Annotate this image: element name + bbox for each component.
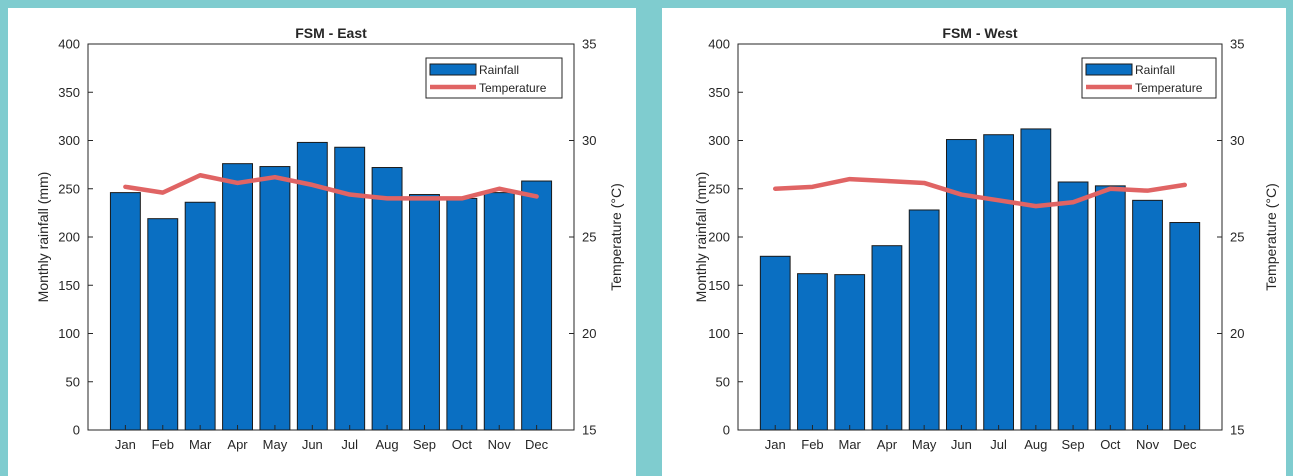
left-axis-tick-label: 100 [708, 326, 730, 341]
legend-rainfall-label: Rainfall [1135, 63, 1175, 77]
legend-rainfall-label: Rainfall [479, 63, 519, 77]
x-axis-tick-label-dec: Dec [525, 437, 549, 452]
left-axis-tick-label: 100 [58, 326, 80, 341]
x-axis-tick-label-nov: Nov [1136, 437, 1160, 452]
x-axis-tick-label-mar: Mar [189, 437, 212, 452]
rainfall-bar-jun [945, 139, 977, 431]
y-axis-label: Monthly rainfall (mm) [35, 172, 51, 303]
left-axis-tick-label: 250 [58, 181, 80, 196]
chart-panel-west: FSM - West 0 50 100 150 200 250 300 350 400 15 20 25… [662, 8, 1286, 476]
rainfall-bar-may [908, 209, 940, 431]
rainfall-bar-feb [797, 273, 828, 431]
left-axis-tick-label: 350 [58, 85, 80, 100]
left-axis-tick-label: 400 [58, 37, 80, 52]
rainfall-bar-apr [871, 245, 903, 431]
legend-rainfall-swatch [1085, 63, 1133, 76]
x-axis-tick-label-may: May [263, 437, 288, 452]
x-axis-tick-label-feb: Feb [801, 437, 823, 452]
temperature-line [772, 176, 1188, 209]
left-axis-tick-label: 50 [66, 374, 80, 389]
rainfall-bar-nov [483, 192, 515, 431]
rainfall-bar-may [259, 166, 291, 431]
rainfall-bar-dec [521, 180, 553, 431]
y-axis-label: Monthly rainfall (mm) [693, 172, 709, 303]
right-axis-tick-label: 15 [1230, 423, 1244, 438]
right-axis-tick-label: 25 [1230, 230, 1244, 245]
right-axis-tick-label: 35 [1230, 37, 1244, 52]
x-axis-tick-label-dec: Dec [1173, 437, 1197, 452]
rainfall-bar-feb [147, 218, 179, 431]
left-axis-tick-label: 300 [58, 133, 80, 148]
x-axis-tick-label-oct: Oct [452, 437, 473, 452]
x-axis-tick-label-aug: Aug [376, 437, 399, 452]
left-axis-tick-label: 150 [708, 278, 730, 293]
chart-west: FSM - West 0 50 100 150 200 250 300 350 400 15 20 25… [693, 25, 1279, 452]
x-axis-tick-label-sep: Sep [413, 437, 436, 452]
y2-axis-label: Temperature (°C) [608, 183, 624, 291]
x-axis-tick-label-jul: Jul [341, 437, 358, 452]
x-axis-tick-label-nov: Nov [488, 437, 512, 452]
left-axis-tick-label: 200 [708, 230, 730, 245]
rainfall-bar-dec [1169, 222, 1201, 431]
x-axis-tick-label-jan: Jan [765, 437, 786, 452]
left-axis-tick-label: 0 [723, 423, 730, 438]
rainfall-bar-sep [1057, 181, 1089, 431]
rainfall-bar-aug [371, 167, 403, 431]
rainfall-bar-oct [446, 197, 478, 431]
legend-temperature-label: Temperature [479, 81, 547, 95]
rainfall-bar-apr [222, 163, 253, 431]
right-axis-tick-label: 30 [1230, 133, 1244, 148]
chart-east: FSM - East 0 50 100 150 200 250 300 350 400 15 20 25… [35, 25, 624, 452]
chart-title: FSM - West [942, 25, 1018, 41]
x-axis-tick-label-oct: Oct [1100, 437, 1121, 452]
rainfall-bar-sep [409, 194, 440, 431]
legend-temperature-label: Temperature [1135, 81, 1203, 95]
x-axis-tick-label-may: May [912, 437, 937, 452]
left-axis-tick-label: 250 [708, 181, 730, 196]
x-axis-tick-label-jul: Jul [990, 437, 1007, 452]
rainfall-bar-jun [296, 141, 328, 431]
rainfall-bar-jan [109, 192, 141, 431]
right-axis-tick-label: 35 [582, 37, 596, 52]
right-axis-tick-label: 15 [582, 423, 596, 438]
left-axis-tick-label: 300 [708, 133, 730, 148]
x-axis-tick-label-jun: Jun [302, 437, 323, 452]
left-axis-tick-label: 350 [708, 85, 730, 100]
right-axis-tick-label: 25 [582, 230, 596, 245]
left-axis-tick-label: 0 [73, 423, 80, 438]
chart-panel-east: FSM - East 0 50 100 150 200 250 300 350 400 15 20 25… [8, 8, 636, 476]
rainfall-bar-mar [184, 201, 216, 431]
left-axis-tick-label: 150 [58, 278, 80, 293]
rainfall-bar-jan [759, 255, 791, 431]
y2-axis-label: Temperature (°C) [1263, 183, 1279, 291]
rainfall-bar-jul [983, 134, 1015, 431]
x-axis-tick-label-feb: Feb [152, 437, 174, 452]
rainfall-bar-nov [1132, 199, 1163, 431]
rainfall-bar-aug [1020, 128, 1052, 431]
x-axis-tick-label-sep: Sep [1062, 437, 1085, 452]
left-axis-tick-label: 400 [708, 37, 730, 52]
left-axis-tick-label: 50 [716, 374, 730, 389]
right-axis-tick-label: 20 [582, 326, 596, 341]
right-axis-tick-label: 20 [1230, 326, 1244, 341]
x-axis-tick-label-apr: Apr [877, 437, 898, 452]
left-axis-tick-label: 200 [58, 230, 80, 245]
temperature-line [123, 172, 539, 201]
rainfall-bar-oct [1094, 185, 1126, 431]
x-axis-tick-label-apr: Apr [227, 437, 248, 452]
x-axis-tick-label-aug: Aug [1024, 437, 1047, 452]
x-axis-tick-label-mar: Mar [838, 437, 861, 452]
x-axis-tick-label-jun: Jun [951, 437, 972, 452]
rainfall-bar-mar [834, 274, 866, 431]
right-axis-tick-label: 30 [582, 133, 596, 148]
chart-title: FSM - East [295, 25, 367, 41]
legend-rainfall-swatch [429, 63, 477, 76]
x-axis-tick-label-jan: Jan [115, 437, 136, 452]
